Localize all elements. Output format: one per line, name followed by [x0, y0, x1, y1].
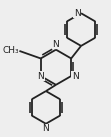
Text: N: N [43, 124, 49, 133]
Text: N: N [72, 72, 79, 81]
Text: N: N [74, 9, 80, 18]
Text: CH₃: CH₃ [2, 46, 19, 55]
Text: N: N [37, 72, 44, 81]
Text: N: N [53, 40, 59, 49]
